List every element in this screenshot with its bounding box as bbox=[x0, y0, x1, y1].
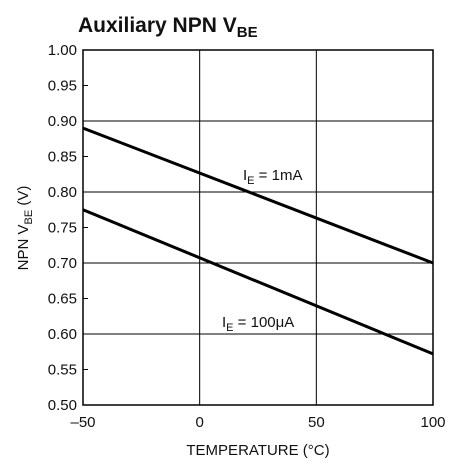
x-tick-label: 0 bbox=[195, 414, 203, 431]
chart-title: Auxiliary NPN VBE bbox=[78, 14, 258, 41]
y-tick-label: 0.85 bbox=[48, 149, 77, 166]
series-label-sub: E bbox=[247, 175, 254, 187]
y-tick-label: 1.00 bbox=[48, 42, 77, 59]
y-tick-label: 0.50 bbox=[48, 397, 77, 414]
series-line bbox=[82, 126, 434, 265]
y-tick-label: 0.60 bbox=[48, 326, 77, 343]
x-tick-label: –50 bbox=[70, 414, 95, 431]
series-label-part: = 1mA bbox=[255, 167, 303, 184]
y-tick-label: 0.95 bbox=[48, 78, 77, 95]
series-line bbox=[82, 208, 434, 356]
series-label: IE = 100μA bbox=[222, 314, 294, 334]
series-label-part: I bbox=[222, 314, 226, 331]
series-label: IE = 1mA bbox=[243, 167, 302, 187]
x-tick-label: 50 bbox=[308, 414, 325, 431]
plot-frame bbox=[82, 49, 434, 406]
y-tick-label: 0.65 bbox=[48, 291, 77, 308]
series-label-sub: E bbox=[226, 322, 233, 334]
y-tick-label: 0.70 bbox=[48, 255, 77, 272]
series-label-part: I bbox=[243, 167, 247, 184]
y-tick-label: 0.55 bbox=[48, 362, 77, 379]
series-label-part: = 100μA bbox=[234, 314, 295, 331]
y-tick-label: 0.75 bbox=[48, 220, 77, 237]
y-axis-label: NPN VBE (V) bbox=[15, 186, 35, 271]
y-tick-label: 0.90 bbox=[48, 113, 77, 130]
y-tick-label: 0.80 bbox=[48, 184, 77, 201]
x-tick-label: 100 bbox=[420, 414, 445, 431]
x-axis-label: TEMPERATURE (°C) bbox=[186, 442, 329, 459]
